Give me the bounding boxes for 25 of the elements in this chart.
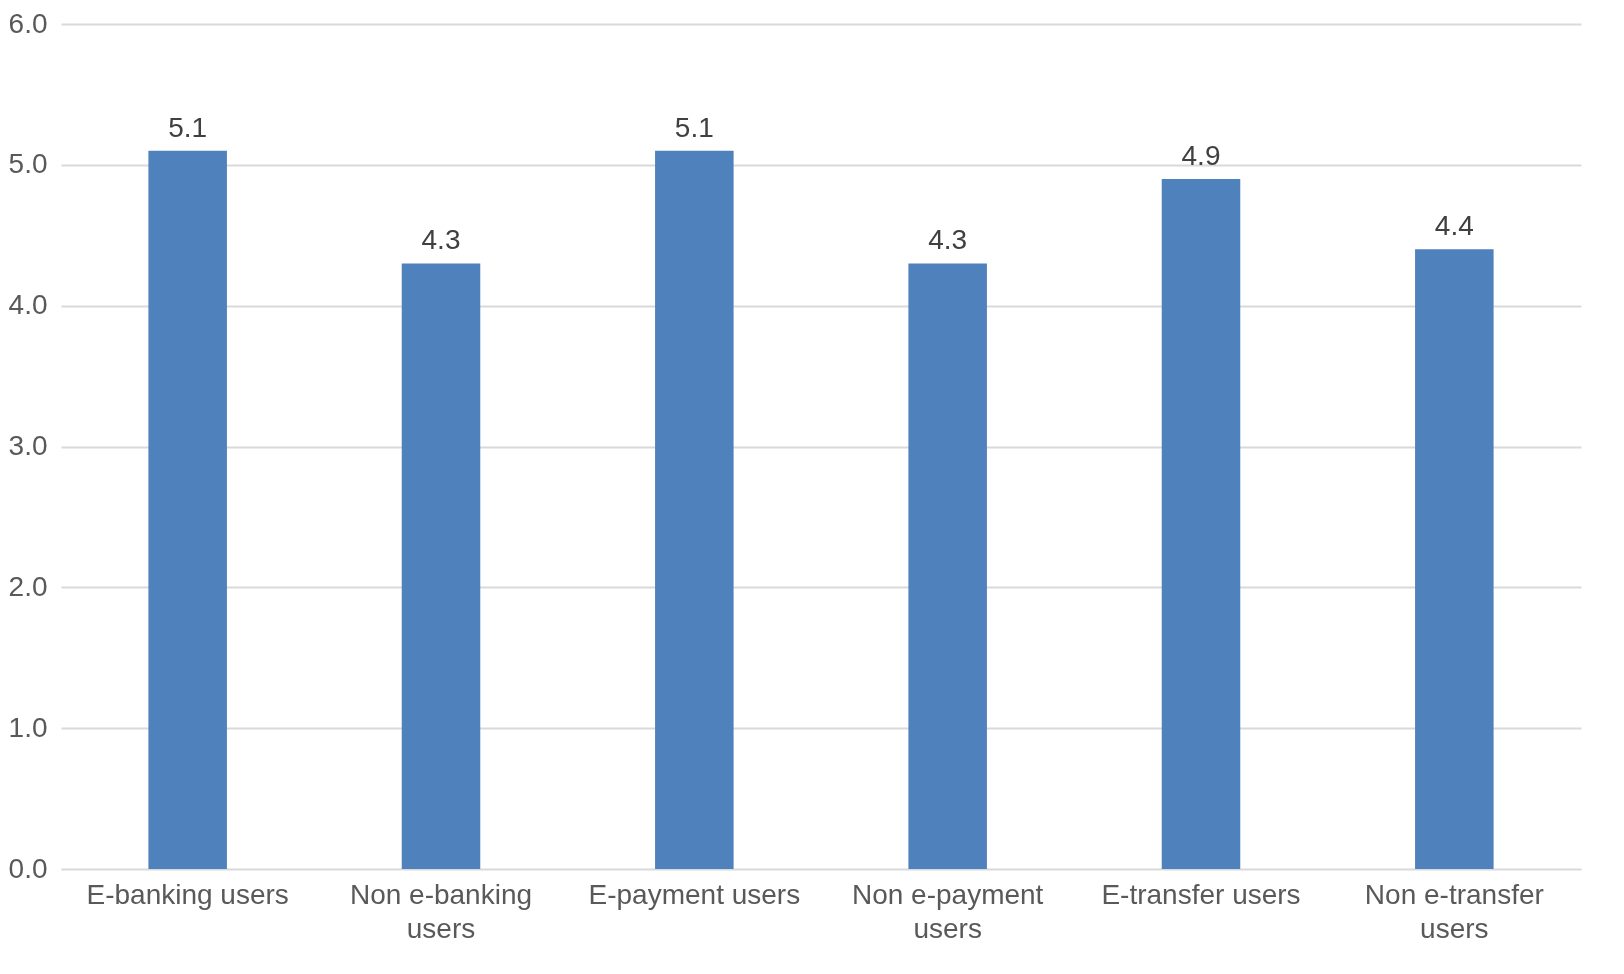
data-label: 4.9	[1181, 139, 1221, 171]
data-label: 4.4	[1434, 210, 1474, 242]
y-tick-label: 1.0	[8, 711, 48, 743]
bar	[655, 150, 734, 869]
y-tick-label: 2.0	[8, 570, 48, 602]
bar	[1415, 249, 1494, 869]
y-tick-label: 3.0	[8, 430, 48, 461]
bar	[1161, 178, 1241, 869]
x-tick-label: Non e-transfer users	[1364, 878, 1544, 944]
y-tick-label: 6.0	[8, 7, 48, 39]
x-tick-label: Non e-banking users	[349, 878, 533, 944]
data-label: 4.3	[928, 224, 968, 256]
bar	[148, 150, 227, 869]
x-tick-label: Non e-payment users	[851, 878, 1044, 944]
y-tick-label: 4.0	[8, 289, 48, 321]
x-tick-label: E-transfer users	[1101, 878, 1301, 910]
x-tick-label: E-payment users	[588, 878, 801, 910]
data-label: 5.1	[168, 111, 208, 143]
y-tick-label: 0.0	[8, 852, 48, 884]
x-tick-label: E-banking users	[86, 878, 289, 910]
data-label: 5.1	[674, 111, 714, 143]
y-tick-label: 5.0	[8, 148, 48, 180]
data-label: 4.3	[421, 224, 461, 256]
bar	[908, 263, 987, 869]
bar	[401, 263, 481, 869]
